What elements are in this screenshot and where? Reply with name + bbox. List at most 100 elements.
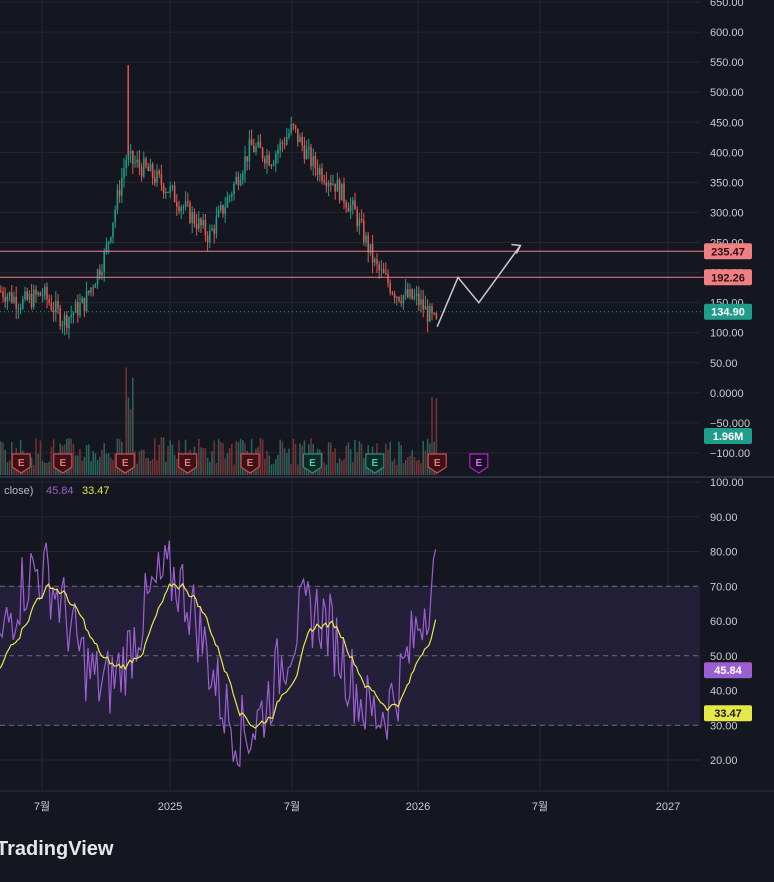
- rsi-legend-value: 45.84: [46, 485, 74, 497]
- candle-body: [312, 156, 314, 167]
- candle-body: [374, 259, 376, 263]
- candle-body: [138, 159, 141, 168]
- volume-bar: [6, 462, 9, 475]
- price-label-235-bg: [704, 243, 752, 260]
- volume-bar: [99, 456, 101, 475]
- volume-bar: [83, 456, 86, 475]
- candle-body: [187, 201, 189, 203]
- volume-bar: [81, 460, 83, 475]
- earnings-icon: [302, 453, 322, 474]
- earnings-marker[interactable]: E: [469, 453, 489, 474]
- volume-bar: [173, 455, 176, 475]
- earnings-marker[interactable]: E: [115, 453, 135, 474]
- candle-body: [94, 284, 97, 288]
- candle-body: [70, 315, 72, 318]
- volume-bar: [209, 461, 211, 475]
- volume-bar: [332, 451, 334, 475]
- volume-bar: [272, 463, 275, 475]
- volume-bar: [352, 462, 354, 475]
- volume-bar: [112, 460, 114, 475]
- volume-bar: [343, 459, 345, 475]
- candle-body: [281, 142, 284, 144]
- candle-body: [112, 222, 114, 238]
- chart-svg[interactable]: E E E E E E E E E 650.00 600.00 550.00 500.00 450.00…: [0, 0, 774, 822]
- rsi-ma-legend-value: 33.47: [82, 485, 110, 497]
- candle-body: [231, 194, 233, 196]
- volume-bar: [143, 449, 145, 475]
- candle-body: [422, 299, 424, 310]
- candle-body: [288, 133, 290, 138]
- volume-bar: [8, 460, 11, 475]
- volume-bar: [426, 438, 429, 475]
- volume-bar: [79, 449, 81, 475]
- volume-bar: [286, 453, 288, 475]
- volume-label: 1.96M: [713, 431, 744, 443]
- earnings-marker[interactable]: E: [53, 453, 73, 474]
- volume-bar: [85, 445, 88, 475]
- volume-bar: [138, 451, 141, 475]
- volume-bar: [398, 441, 400, 475]
- candle-body: [19, 308, 22, 310]
- candle-body: [246, 156, 248, 162]
- candle-body: [237, 176, 240, 186]
- earnings-marker[interactable]: E: [302, 453, 322, 474]
- price-label-192-bg: [704, 269, 752, 286]
- volume-bar: [0, 441, 2, 475]
- volume-bar: [415, 460, 418, 475]
- candle-body: [354, 200, 356, 210]
- volume-bar: [400, 445, 402, 475]
- earnings-icon: [240, 453, 260, 474]
- price-tick-label: −50.000: [710, 418, 750, 430]
- rsi-tick-label: 20.00: [710, 755, 738, 767]
- candle-body: [400, 301, 402, 304]
- price-label-235: 235.47: [711, 246, 745, 258]
- earnings-marker[interactable]: E: [178, 453, 198, 474]
- candle-body: [407, 289, 409, 297]
- candle-body: [294, 125, 297, 129]
- candle-body: [378, 264, 380, 271]
- volume-bar: [222, 442, 224, 475]
- volume-bar: [330, 442, 332, 475]
- volume-bar: [259, 438, 262, 475]
- price-label-last-bg: [704, 303, 752, 320]
- candle-body: [215, 216, 218, 234]
- candle-body: [162, 184, 165, 194]
- candle-body: [345, 202, 347, 208]
- candle-body: [211, 228, 213, 231]
- candle-body: [248, 139, 251, 162]
- footer-bar: [0, 822, 774, 882]
- earnings-marker[interactable]: E: [240, 453, 260, 474]
- earnings-marker[interactable]: E: [427, 453, 447, 474]
- earnings-marker[interactable]: E: [11, 453, 31, 474]
- candle-body: [169, 186, 171, 193]
- brand-logo-text[interactable]: TradingView: [0, 838, 114, 860]
- candle-body: [213, 228, 215, 234]
- price-tick-label: 600.00: [710, 27, 744, 39]
- price-tick-label: 500.00: [710, 87, 744, 99]
- volume-bar: [211, 451, 213, 475]
- candle-body: [99, 269, 101, 276]
- rsi-tick-label: 30.00: [710, 720, 738, 732]
- price-tick-label: 50.00: [710, 358, 738, 370]
- volume-bar: [158, 444, 160, 475]
- volume-bar: [134, 451, 136, 475]
- volume-bar: [418, 459, 420, 475]
- time-tick-label: 2027: [656, 801, 680, 813]
- candle-body: [151, 164, 154, 178]
- rsi-value-label: 45.84: [714, 665, 742, 677]
- volume-bar: [393, 458, 396, 475]
- candle-body: [195, 223, 198, 229]
- earnings-marker[interactable]: E: [365, 453, 385, 474]
- volume-bar: [409, 455, 411, 475]
- candle-body: [176, 202, 178, 207]
- volume-label-bg: [704, 428, 752, 444]
- volume-bar: [90, 461, 92, 475]
- volume-bar: [281, 441, 284, 475]
- candle-body: [283, 143, 286, 145]
- price-candles: [0, 65, 438, 339]
- candle-body: [57, 300, 59, 309]
- candle-body: [13, 296, 15, 303]
- volume-bar: [224, 458, 226, 475]
